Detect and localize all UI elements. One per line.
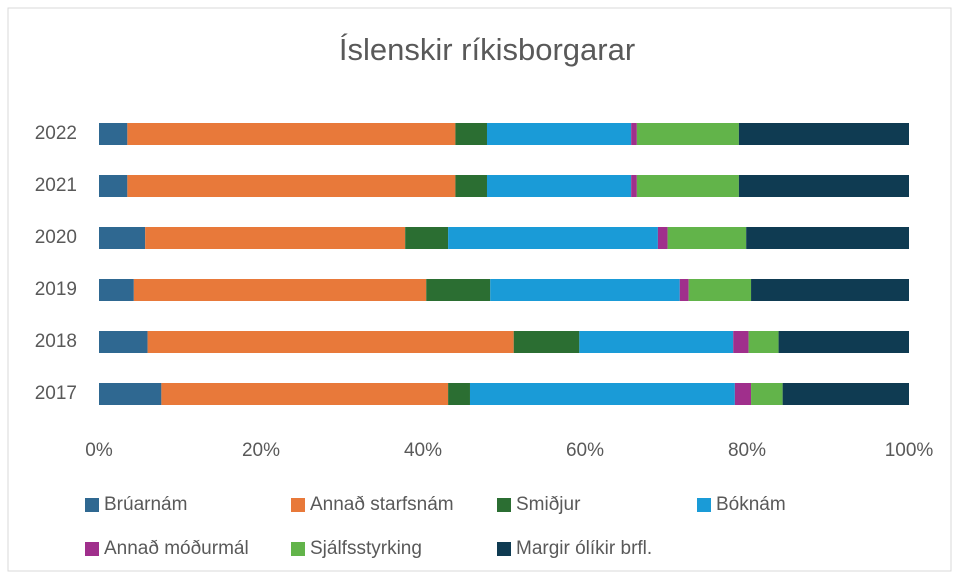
bar-segment [738,175,909,197]
legend-swatch [497,498,511,512]
legend-label: Bóknám [716,494,786,515]
bar-segment [636,175,739,197]
x-tick-label: 0% [85,440,113,461]
bar-segment [657,227,668,249]
legend-swatch [497,542,511,556]
bar-segment [486,123,632,145]
legend-label: Smiðjur [516,494,581,515]
y-tick-label: 2021 [35,175,77,196]
y-tick-label: 2022 [35,123,77,144]
bar-segment [631,175,637,197]
bar-segment [738,123,909,145]
bar-segment [667,227,747,249]
x-tick-label: 40% [404,440,442,461]
bar-segment [99,279,134,301]
legend-label: Margir ólíkir brfl. [516,538,652,559]
bar-segment [426,279,491,301]
bar-segment [448,227,658,249]
legend-swatch [697,498,711,512]
bar-segment [405,227,449,249]
y-tick-label: 2020 [35,227,77,248]
bar-segment [127,123,456,145]
legend-label: Sjálfsstyrking [310,538,422,559]
y-tick-label: 2019 [35,279,77,300]
bar-segment [579,331,734,353]
bar-segment [147,331,514,353]
bar-segment [631,123,637,145]
x-tick-label: 100% [885,440,934,461]
bar-segment [751,383,783,405]
bar-segment [469,383,735,405]
chart-title: Íslenskir ríkisborgarar [339,32,635,67]
legend-swatch [85,542,99,556]
bar-segment [751,279,909,301]
bar-segment [636,123,739,145]
x-tick-label: 20% [242,440,280,461]
x-tick-label: 60% [566,440,604,461]
bar-segment [513,331,580,353]
bar-segment [455,123,487,145]
legend-label: Annað móðurmál [104,538,249,559]
legend-label: Brúarnám [104,494,187,515]
bar-segment [778,331,909,353]
legend-swatch [291,542,305,556]
bar-segment [486,175,632,197]
x-tick-label: 80% [728,440,766,461]
bar-segment [746,227,909,249]
bar-segment [490,279,680,301]
bar-segment [679,279,689,301]
legend-swatch [291,498,305,512]
bar-segment [99,331,148,353]
bar-segment [99,383,162,405]
bar-segment [448,383,470,405]
bar-segment [748,331,779,353]
legend-label: Annað starfsnám [310,494,454,515]
bar-segment [99,123,128,145]
bar-segment [688,279,752,301]
y-tick-label: 2017 [35,383,77,404]
bar-segment [127,175,456,197]
bar-segment [133,279,427,301]
bar-segment [99,175,128,197]
bar-segment [99,227,146,249]
bar-segment [161,383,449,405]
bar-segment [145,227,406,249]
bar-segment [733,331,749,353]
bar-segment [782,383,909,405]
bar-segment [455,175,487,197]
y-tick-label: 2018 [35,331,77,352]
legend-swatch [85,498,99,512]
bar-segment [734,383,752,405]
